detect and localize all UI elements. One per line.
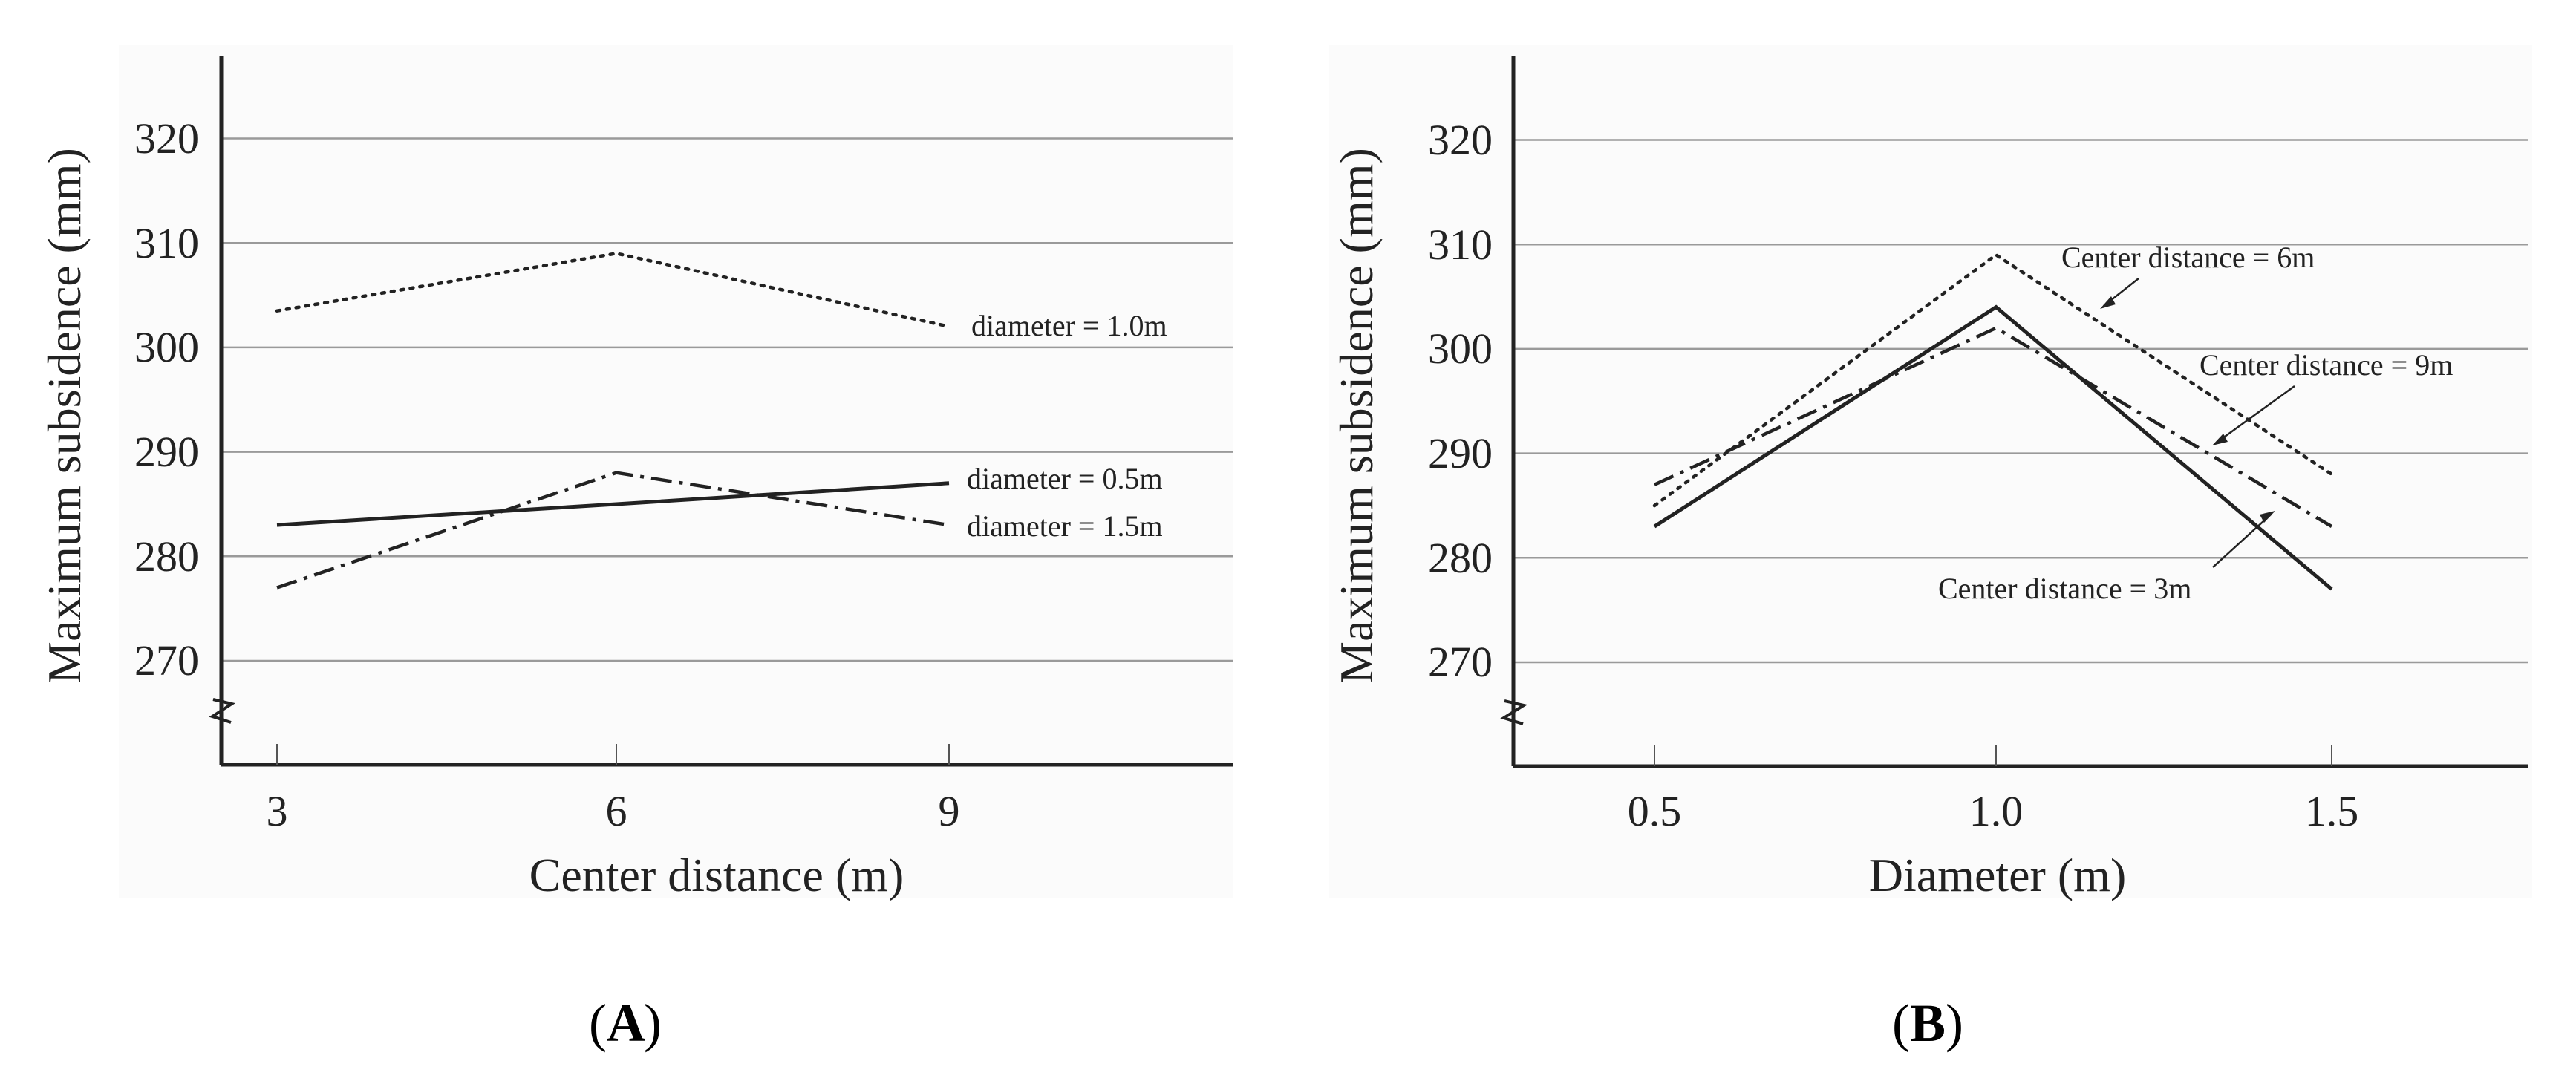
series-line <box>275 252 951 329</box>
series-line <box>1653 304 2333 591</box>
panel-b-axis-break <box>1500 699 1528 725</box>
panel-b-gridlines <box>1513 139 2528 664</box>
panel-letter-a-close-paren: ) <box>644 993 662 1053</box>
panel-a-axis-break <box>209 698 235 724</box>
y-tick-label: 280 <box>134 532 199 581</box>
x-tick-label: 0.5 <box>1628 787 1682 835</box>
x-tick-label: 3 <box>267 787 288 835</box>
y-tick-label: 270 <box>134 636 199 685</box>
y-tick-label: 280 <box>1428 534 1493 582</box>
panel-a-gridlines <box>221 137 1233 662</box>
x-tick-label: 1.0 <box>1969 787 2024 835</box>
panel-b-x-ticks <box>1654 745 2332 766</box>
panel-letter-a: A <box>607 993 645 1053</box>
y-tick-label: 300 <box>1428 324 1493 373</box>
arrow-head-3m <box>2260 511 2275 523</box>
series-label-diameter-1-0: diameter = 1.0m <box>971 309 1167 342</box>
panel-a-y-tick-labels: 270 280 290 300 310 320 <box>134 114 199 685</box>
panel-a-y-axis-title: Maximum subsidence (mm) <box>38 148 91 684</box>
panel-letter-b-close-paren: ) <box>1946 993 1963 1053</box>
series-line <box>1654 326 2333 529</box>
series-label-center-distance-9m: Center distance = 9m <box>2200 348 2453 382</box>
panel-a-series-labels: diameter = 1.0m diameter = 0.5m diameter… <box>967 309 1167 543</box>
arrow-head-6m <box>2100 296 2116 309</box>
series-label-center-distance-3m: Center distance = 3m <box>1938 572 2191 605</box>
panel-a-x-axis-title: Center distance (m) <box>529 849 904 901</box>
panel-b-y-axis-title: Maximum subsidence (mm) <box>1330 148 1383 684</box>
panel-b-series-labels: Center distance = 6m Center distance = 9… <box>1938 241 2453 605</box>
panel-letter-b: B <box>1910 993 1946 1053</box>
panel-a-x-tick-labels: 3 6 9 <box>267 787 960 835</box>
y-tick-label: 310 <box>1428 221 1493 269</box>
x-tick-label: 6 <box>606 787 627 835</box>
panel-b: 270 280 290 300 310 320 0.5 1.0 1.5 Diam… <box>1329 45 2532 901</box>
arrow-center-distance-3m <box>2212 514 2272 568</box>
panel-b-series <box>1652 252 2334 591</box>
series-line <box>276 481 950 527</box>
y-tick-label: 320 <box>1428 116 1493 164</box>
panel-letter-a-open-paren: ( <box>589 993 607 1053</box>
panel-a-series <box>275 252 951 590</box>
y-tick-label: 270 <box>1428 638 1493 686</box>
y-tick-label: 290 <box>1428 429 1493 477</box>
panel-b-background <box>1329 45 2532 898</box>
y-tick-label: 310 <box>134 219 199 267</box>
y-tick-label: 290 <box>134 428 199 476</box>
arrow-head-9m <box>2212 434 2228 445</box>
series-label-center-distance-6m: Center distance = 6m <box>2061 241 2315 274</box>
panel-b-y-tick-labels: 270 280 290 300 310 320 <box>1428 116 1493 686</box>
panel-a-x-ticks <box>276 744 950 765</box>
panel-b-x-tick-labels: 0.5 1.0 1.5 <box>1628 787 2359 835</box>
panel-a-background <box>119 45 1233 898</box>
panel-b-leader-arrows <box>2100 278 2295 568</box>
series-line <box>276 471 950 590</box>
panel-a: 270 280 290 300 310 320 3 6 9 Center dis… <box>38 45 1233 901</box>
y-tick-label: 320 <box>134 114 199 163</box>
series-label-diameter-0-5: diameter = 0.5m <box>967 462 1163 495</box>
panel-b-x-axis-title: Diameter (m) <box>1869 849 2127 901</box>
series-line <box>1652 252 2334 508</box>
series-label-diameter-1-5: diameter = 1.5m <box>967 509 1163 543</box>
panel-letter-b-open-paren: ( <box>1892 993 1910 1053</box>
arrow-center-distance-9m <box>2216 385 2295 444</box>
panel-letters: ( A ) ( B ) <box>589 993 1963 1053</box>
x-tick-label: 9 <box>939 787 960 835</box>
x-tick-label: 1.5 <box>2305 787 2359 835</box>
y-tick-label: 300 <box>134 323 199 371</box>
